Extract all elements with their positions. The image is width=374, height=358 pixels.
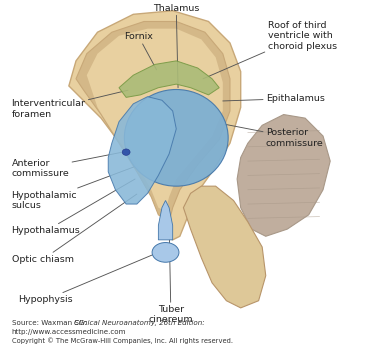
Polygon shape [183,186,266,308]
Ellipse shape [124,90,228,186]
Polygon shape [87,29,223,211]
Text: Posterior
commissure: Posterior commissure [226,125,324,147]
Ellipse shape [152,243,179,262]
Text: http://www.accessmedicine.com: http://www.accessmedicine.com [12,329,126,335]
Text: Optic chiasm: Optic chiasm [12,194,137,264]
Text: Hypothalamus: Hypothalamus [12,179,135,236]
Text: Fornix: Fornix [124,32,157,70]
Polygon shape [237,115,330,236]
Ellipse shape [122,149,130,155]
Text: Copyright © The McGraw-Hill Companies, Inc. All rights reserved.: Copyright © The McGraw-Hill Companies, I… [12,338,233,344]
Polygon shape [76,21,230,222]
Text: Clinical Neuroanatomy, 26th Edition:: Clinical Neuroanatomy, 26th Edition: [74,320,205,326]
Polygon shape [108,97,176,204]
Polygon shape [119,61,219,97]
Text: Thalamus: Thalamus [153,4,199,88]
Polygon shape [158,200,173,240]
Text: Hypothalamic
sulcus: Hypothalamic sulcus [12,166,135,210]
Text: Interventricular
foramen: Interventricular foramen [12,90,128,119]
Text: Roof of third
ventricle with
choroid plexus: Roof of third ventricle with choroid ple… [203,21,337,79]
Text: Hypophysis: Hypophysis [18,252,158,304]
Text: Tuber
cinereum: Tuber cinereum [148,224,193,324]
Text: Source: Waxman SG:: Source: Waxman SG: [12,320,89,326]
Polygon shape [69,11,241,240]
Text: Anterior
commissure: Anterior commissure [12,151,126,178]
Text: Epithalamus: Epithalamus [223,94,325,103]
